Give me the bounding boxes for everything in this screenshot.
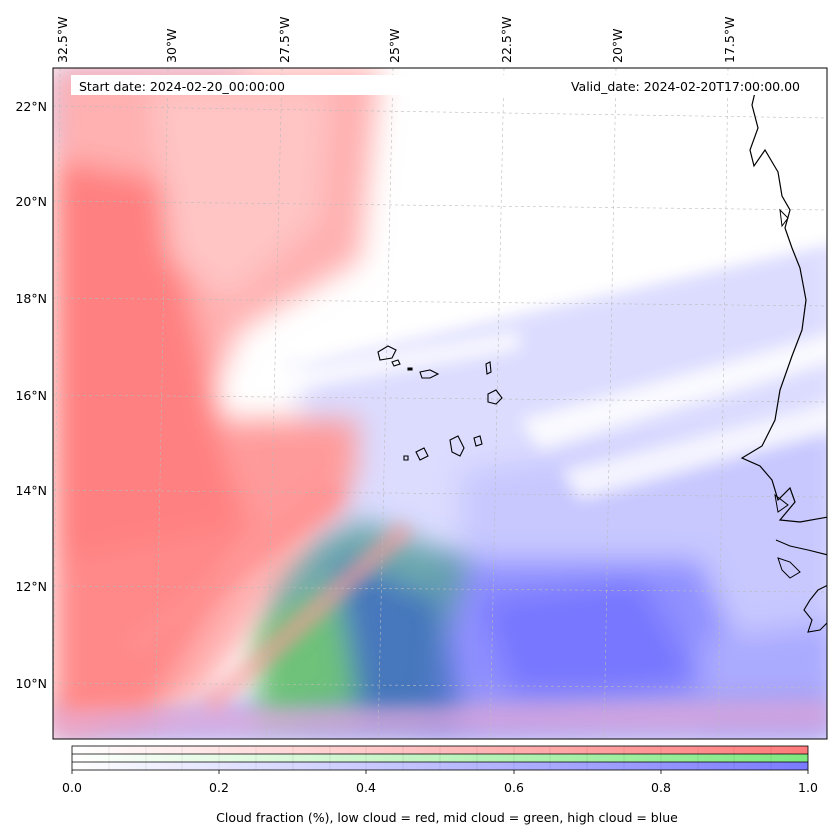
lon-tick-label: 20°W — [610, 28, 625, 63]
colorbar: 0.0 0.2 0.4 0.6 0.8 1.0 Cloud fraction (… — [62, 745, 818, 825]
lon-tick-label: 32.5°W — [55, 17, 70, 63]
map-frame — [52, 67, 828, 740]
colorbar-mid-cloud — [72, 754, 808, 762]
lat-tick-label: 20°N — [15, 194, 47, 209]
colorbar-tick-label: 0.8 — [651, 780, 671, 795]
cape-verde-islands — [377, 345, 503, 461]
lon-tick-label: 17.5°W — [722, 17, 737, 63]
lat-tick-label: 12°N — [15, 579, 47, 594]
lon-tick-label: 27.5°W — [277, 17, 292, 63]
date-annotation-bar — [71, 75, 801, 95]
clear-streaks — [230, 80, 827, 500]
lat-tick-label: 10°N — [15, 676, 47, 691]
mid-cloud-layer — [250, 520, 470, 720]
colorbar-tick-label: 0.4 — [356, 780, 376, 795]
colorbar-high-cloud — [72, 762, 808, 770]
lat-tick-label: 16°N — [15, 388, 47, 403]
longitude-tick-labels: 32.5°W 30°W 27.5°W 25°W 22.5°W 20°W 17.5… — [55, 17, 737, 63]
lon-tick-label: 25°W — [387, 28, 402, 63]
colorbar-low-cloud — [72, 746, 808, 754]
lon-tick-label: 22.5°W — [499, 17, 514, 63]
colorbar-title: Cloud fraction (%), low cloud = red, mid… — [216, 810, 678, 825]
graticule — [53, 68, 827, 739]
colorbar-tick-label: 0.6 — [504, 780, 524, 795]
colorbar-tick-label: 0.2 — [209, 780, 229, 795]
lat-tick-label: 22°N — [15, 99, 47, 114]
valid-date-label: Valid_date: 2024-02-20T17:00:00.00 — [571, 79, 800, 94]
latitude-tick-labels: 22°N 20°N 18°N 16°N 14°N 12°N 10°N — [15, 99, 47, 691]
cloud-field — [53, 68, 827, 739]
guinea-coast — [803, 584, 827, 633]
lat-tick-label: 18°N — [15, 291, 47, 306]
africa-coastline — [740, 74, 827, 523]
colorbar-tick-label: 1.0 — [798, 780, 818, 795]
colorbar-tick-label: 0.0 — [62, 780, 82, 795]
low-cloud-streaks — [53, 480, 827, 735]
gambia-coast — [775, 539, 827, 556]
lat-tick-label: 14°N — [15, 483, 47, 498]
lon-tick-label: 30°W — [164, 28, 179, 63]
start-date-label: Start date: 2024-02-20_00:00:00 — [79, 79, 285, 94]
